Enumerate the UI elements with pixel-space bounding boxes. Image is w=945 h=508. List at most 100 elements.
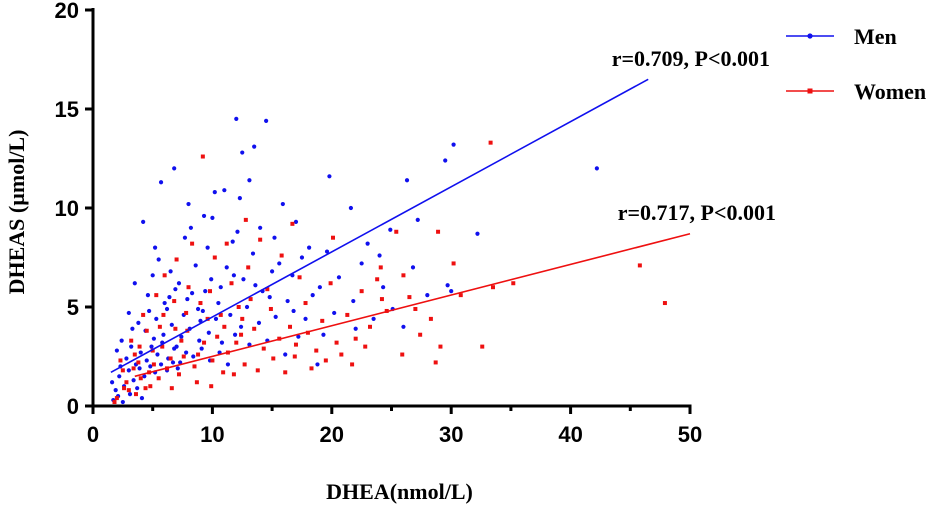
- x-axis-title: DHEA(nmol/L): [326, 479, 473, 504]
- women-point: [451, 261, 456, 266]
- women-point: [488, 140, 493, 145]
- women-point: [138, 376, 143, 381]
- men-point: [184, 350, 189, 355]
- women-point: [314, 348, 319, 353]
- men-point: [240, 150, 245, 155]
- women-correlation-annotation: r=0.717, P<0.001: [618, 200, 776, 225]
- women-point: [126, 388, 131, 393]
- women-legend-label: Women: [854, 79, 926, 104]
- women-point: [418, 332, 423, 337]
- men-point: [303, 316, 308, 321]
- women-point: [168, 356, 173, 361]
- men-point: [381, 285, 386, 290]
- women-point: [323, 358, 328, 363]
- women-point: [339, 352, 344, 357]
- women-point: [438, 344, 443, 349]
- women-point: [394, 229, 399, 234]
- women-point: [231, 372, 236, 377]
- women-point: [246, 265, 251, 270]
- women-point: [379, 297, 384, 302]
- men-point: [210, 215, 215, 220]
- men-point: [451, 142, 456, 147]
- women-point: [143, 386, 148, 391]
- women-point: [375, 277, 380, 282]
- men-point: [144, 358, 149, 363]
- women-point: [190, 241, 195, 246]
- women-point: [480, 344, 485, 349]
- women-point: [401, 273, 406, 278]
- women-point: [161, 312, 166, 317]
- x-tick-label: 20: [320, 422, 344, 447]
- women-point: [114, 396, 119, 401]
- men-point: [158, 362, 164, 367]
- men-point: [218, 285, 223, 290]
- women-point: [252, 326, 257, 331]
- y-axis-title: DHEAS (µmol/L): [4, 130, 29, 295]
- women-point: [234, 340, 239, 345]
- men-point: [130, 326, 135, 331]
- women-point: [120, 368, 125, 373]
- men-point: [404, 178, 410, 183]
- women-legend-marker: [807, 88, 813, 94]
- men-point: [169, 322, 174, 327]
- men-point: [443, 158, 448, 163]
- x-tick-label: 30: [439, 422, 463, 447]
- men-point: [321, 332, 326, 337]
- men-point: [247, 342, 252, 347]
- men-point: [137, 366, 142, 371]
- women-point: [124, 380, 129, 385]
- men-point: [377, 253, 382, 258]
- men-point: [129, 344, 134, 349]
- women-point: [303, 301, 308, 306]
- men-point: [178, 360, 183, 365]
- women-point: [118, 358, 123, 363]
- men-point: [138, 350, 143, 355]
- men-points-group: [110, 116, 599, 405]
- men-point: [351, 298, 356, 304]
- women-point: [208, 289, 213, 294]
- men-point: [136, 320, 141, 325]
- women-point: [150, 348, 155, 353]
- women-point: [151, 362, 156, 367]
- men-correlation-annotation: r=0.709, P<0.001: [612, 46, 770, 71]
- women-point: [428, 316, 433, 321]
- y-tick-label: 0: [67, 394, 79, 419]
- men-point: [154, 316, 159, 321]
- men-point: [449, 289, 454, 294]
- women-point: [353, 336, 358, 341]
- men-point: [234, 116, 239, 121]
- men-point: [235, 229, 240, 234]
- women-point: [239, 332, 244, 337]
- women-point: [345, 312, 350, 317]
- men-point: [238, 324, 244, 329]
- women-point: [229, 281, 234, 286]
- men-point: [425, 293, 430, 298]
- men-point: [145, 293, 151, 298]
- women-point: [292, 354, 297, 359]
- men-point: [293, 219, 299, 224]
- men-point: [119, 338, 124, 343]
- men-point: [291, 308, 296, 314]
- men-point: [197, 338, 202, 343]
- men-point: [348, 205, 354, 211]
- men-point: [256, 320, 262, 325]
- men-point: [158, 180, 164, 185]
- men-point: [252, 144, 257, 149]
- men-legend-marker: [807, 33, 813, 39]
- women-point: [378, 265, 383, 270]
- women-point: [368, 324, 373, 329]
- men-point: [175, 366, 180, 371]
- women-point: [283, 370, 288, 375]
- men-point: [182, 235, 188, 240]
- men-point: [475, 231, 480, 236]
- women-point: [458, 293, 463, 298]
- men-point: [213, 316, 219, 321]
- men-point: [113, 388, 118, 393]
- men-point: [191, 354, 196, 359]
- men-point: [219, 340, 225, 345]
- men-point: [203, 289, 208, 294]
- x-tick-label: 40: [558, 422, 582, 447]
- women-point: [132, 352, 137, 357]
- women-point: [330, 235, 335, 240]
- men-point: [206, 330, 211, 335]
